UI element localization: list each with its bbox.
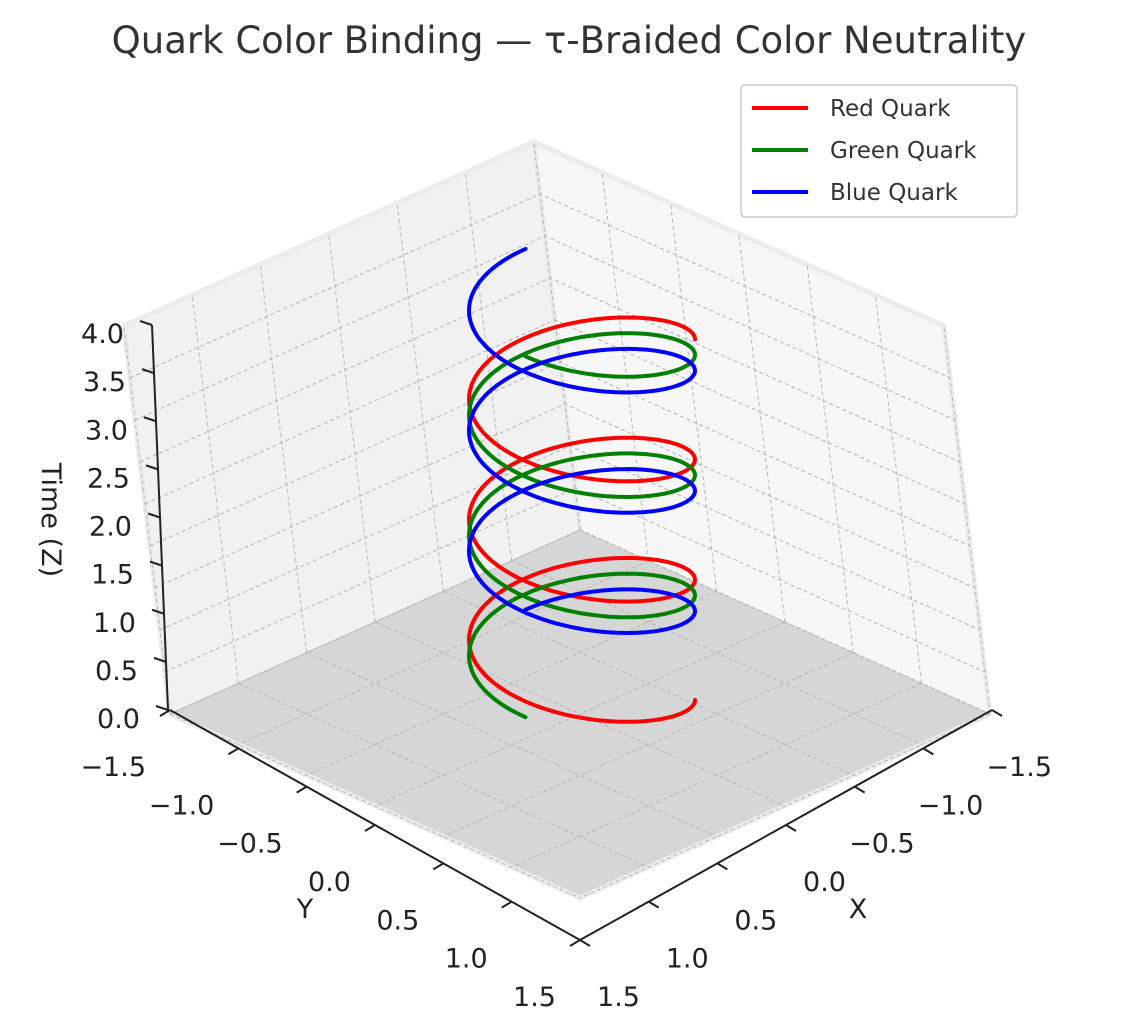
grid-line-floor-y [511,560,922,746]
grid-line-wall-z [154,403,976,589]
grid-lines [123,141,991,899]
z-tick-mark [143,416,157,423]
grid-line-wall-z [144,319,966,505]
x-tick-mark [922,747,934,756]
legend: Red Quark Green Quark Blue Quark [740,84,1018,218]
z-tick-mark [139,320,153,326]
x-tick-mark [991,709,1003,717]
x-tick-mark [854,785,866,794]
legend-box [740,84,1018,218]
x-tick-label: 0.0 [803,867,846,898]
x-tick-label: 1.0 [666,944,709,975]
grid-line-wall-z [169,529,991,715]
legend-label: Blue Quark [830,180,958,206]
axis-lines [139,320,1003,947]
y-tick-mark [364,824,376,832]
x-tick-mark [648,900,660,909]
series-line-red-quark [467,315,697,724]
y-tick-mark [569,939,581,947]
x-tick-label: 1.5 [597,982,640,1013]
x-tick-label: −1.5 [986,752,1052,783]
grid-line-wall-z [139,277,961,463]
z-tick-label: 2.0 [89,512,132,543]
grid-line-wall-y [259,264,308,653]
grid-line-wall-z [164,487,986,673]
y-tick-label: −1.5 [80,752,146,783]
y-axis-label: Y [296,894,314,925]
y-tick-mark [227,747,239,756]
grid-line-wall-z [129,193,951,379]
x-tick-label: −0.5 [849,829,915,860]
y-tick-label: 0.5 [376,905,419,936]
grid-line-wall-x [533,141,581,531]
grid-line-wall-y [396,203,444,592]
grid-line-floor-x [443,652,854,838]
z-tick-mark [155,705,169,711]
x-tick-label: 0.5 [734,905,777,936]
z-tick-label: 1.0 [93,608,136,639]
legend-label: Green Quark [830,138,977,164]
z-tick-label: 4.0 [81,319,124,350]
z-tick-label: 2.5 [87,463,130,494]
z-tick-mark [151,608,165,615]
grid-line-floor-x [238,560,649,746]
grid-line-wall-y [123,325,171,715]
grid-line-wall-y [328,233,376,623]
x-axis-label: X [849,894,868,925]
grid-line-floor-x [579,713,991,899]
y-tick-mark [501,900,513,909]
y-tick-label: 1.5 [513,982,556,1013]
back-right-pane [533,141,990,715]
x-tick-label: −1.0 [918,790,984,821]
grid-line-wall-y [191,295,239,684]
z-tick-label: 0.0 [97,704,140,735]
z-tick-label: 3.0 [85,415,128,446]
grid-line-wall-z [159,445,981,631]
grid-line-wall-z [149,361,971,547]
grid-line-wall-x [806,264,854,653]
grid-line-wall-x [738,233,786,623]
grid-line-wall-x [669,203,718,592]
y-tick-label: −0.5 [217,829,283,860]
grid-line-floor-y [238,682,649,868]
z-tick-label: 1.5 [91,560,134,591]
series-line-green-quark [467,331,697,720]
grid-line-wall-y [464,172,513,561]
z-tick-mark [149,560,163,567]
z-tick-label: 3.5 [83,367,126,398]
chart-title: Quark Color Binding — τ-Braided Color Ne… [112,19,1027,62]
legend-label: Red Quark [830,96,951,122]
grid-line-floor-y [306,652,717,838]
z-tick-mark [147,512,161,519]
y-tick-mark [159,709,171,717]
y-tick-mark [432,862,444,871]
z-tick-label: 0.5 [95,656,138,687]
tick-labels: −1.5−1.0−0.50.00.51.01.5−1.5−1.0−0.50.00… [80,319,1052,1013]
z-tick-mark [141,368,155,375]
x-tick-mark [716,862,728,871]
grid-line-wall-x [874,295,923,684]
y-tick-mark [296,785,308,794]
grid-line-wall-x [943,325,991,715]
x-tick-mark [785,824,797,832]
series-lines [467,246,697,724]
y-tick-label: 1.0 [445,944,488,975]
x-tick-mark [579,939,591,947]
z-tick-mark [153,656,167,663]
series-line-blue-quark [467,246,697,635]
back-left-pane [123,141,581,715]
z-tick-mark [145,464,159,471]
y-tick-label: −1.0 [149,790,215,821]
grid-line-floor-y [169,713,581,899]
grid-line-wall-z [134,235,956,421]
y-tick-label: 0.0 [308,867,351,898]
z-axis-label: Time (Z) [35,462,66,577]
